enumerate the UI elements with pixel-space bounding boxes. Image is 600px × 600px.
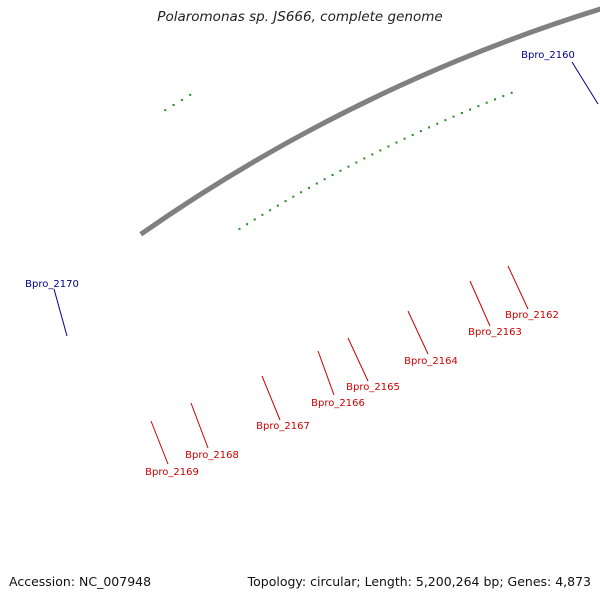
scale-dot <box>411 133 414 136</box>
scale-dot <box>315 182 318 185</box>
leader-line <box>150 420 169 465</box>
accession-label: Accession: NC_007948 <box>9 574 152 589</box>
scale-dot <box>419 130 422 133</box>
scale-dot <box>269 209 272 212</box>
scale-dot <box>460 112 463 115</box>
scale-dot <box>355 161 358 164</box>
scale-dot <box>189 93 192 96</box>
scale-dot <box>436 122 439 125</box>
gene-label: Bpro_2162 <box>505 310 559 321</box>
scale-dot <box>452 115 455 118</box>
scale-dot <box>284 200 287 203</box>
scale-dot <box>180 98 183 101</box>
scale-dot <box>469 108 472 111</box>
scale-dot <box>331 173 334 176</box>
leader-line <box>407 310 429 355</box>
gene-label: Bpro_2166 <box>311 398 365 409</box>
scale-dot <box>292 195 295 198</box>
scale-dot <box>510 91 513 94</box>
scale-dot <box>379 149 382 152</box>
scale-dot <box>403 137 406 140</box>
scale-dot <box>323 178 326 181</box>
scale-dot <box>363 157 366 160</box>
leader-line <box>317 350 335 396</box>
scale-dot <box>395 141 398 144</box>
gene-label: Bpro_2164 <box>404 356 458 367</box>
scale-dot <box>238 227 241 230</box>
scale-dot <box>485 101 488 104</box>
scale-dot <box>300 191 303 194</box>
scale-dot <box>493 98 496 101</box>
scale-dot <box>261 213 264 216</box>
gene-label: Bpro_2169 <box>145 467 199 478</box>
leader-line <box>190 402 209 449</box>
leader-line <box>347 337 369 382</box>
leader-line <box>571 61 599 105</box>
gene-label: Bpro_2168 <box>185 450 239 461</box>
map-title: Polaromonas sp. JS666, complete genome <box>157 9 443 25</box>
topology-label: Topology: circular; Length: 5,200,264 bp… <box>247 574 591 589</box>
scale-dot <box>477 105 480 108</box>
gene-label: Bpro_2160 <box>521 50 575 61</box>
leader-line <box>53 288 68 337</box>
scale-dot <box>371 153 374 156</box>
scale-dot <box>347 165 350 168</box>
gene-label: Bpro_2163 <box>468 327 522 338</box>
gene-label: Bpro_2165 <box>346 382 400 393</box>
gene-label: Bpro_2170 <box>25 279 79 290</box>
gene-label: Bpro_2167 <box>256 421 310 432</box>
scale-dot <box>246 223 249 226</box>
scale-dot <box>428 126 431 129</box>
scale-dot <box>164 109 167 112</box>
genome-backbone <box>139 6 600 237</box>
scale-dot <box>307 186 310 189</box>
scale-dot <box>387 145 390 148</box>
scale-dot <box>444 119 447 122</box>
scale-dot <box>502 95 505 98</box>
scale-dot <box>339 169 342 172</box>
scale-dot <box>276 204 279 207</box>
leader-line <box>261 375 281 421</box>
leader-line <box>469 280 491 327</box>
scale-dot <box>172 104 175 107</box>
leader-line <box>507 265 529 310</box>
scale-dot <box>253 218 256 221</box>
